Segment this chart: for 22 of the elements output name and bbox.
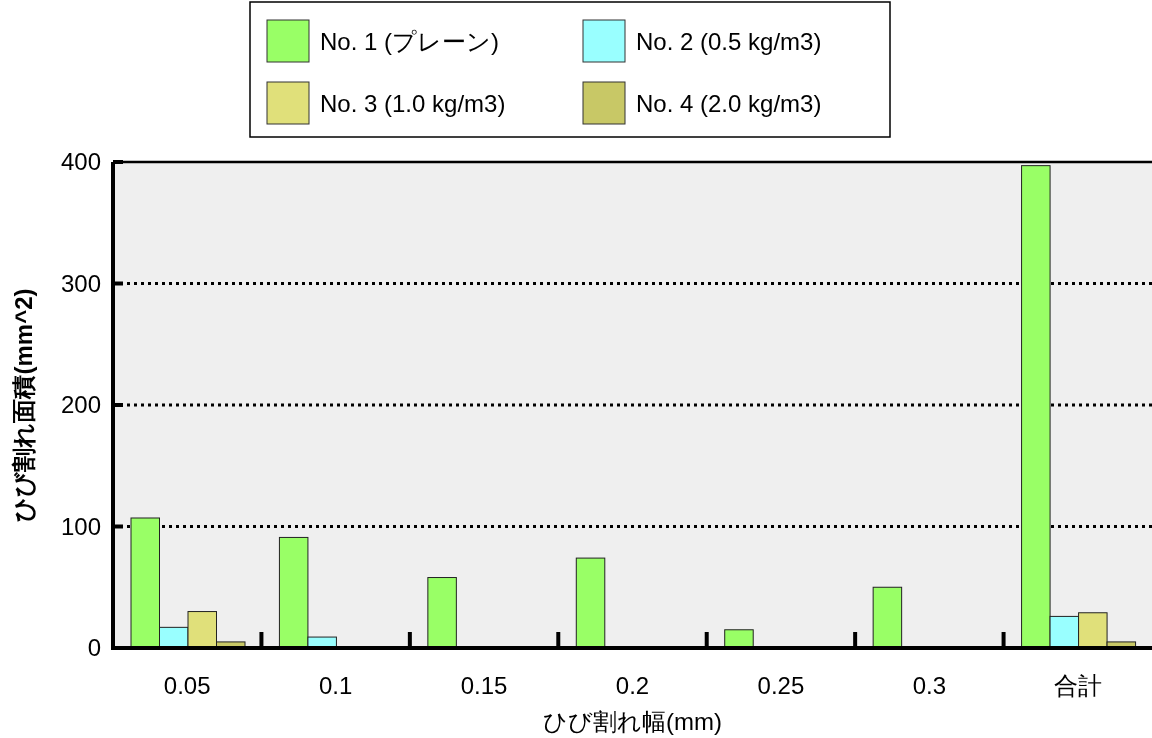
x-tick-label: 0.2 xyxy=(615,672,650,699)
legend-label: No. 2 (0.5 kg/m3) xyxy=(636,28,822,55)
x-tick-label: 0.05 xyxy=(163,672,211,699)
legend-label: No. 3 (1.0 kg/m3) xyxy=(320,90,506,117)
y-axis-title: ひび割れ面積(mm^2) xyxy=(10,288,37,522)
y-tick-label: 200 xyxy=(60,391,101,418)
y-tick-label: 300 xyxy=(60,269,101,297)
bar xyxy=(724,629,754,649)
x-axis-title: ひび割れ幅(mm) xyxy=(543,708,722,735)
x-tick-label: 0.25 xyxy=(757,672,805,699)
x-tick-label: 合計 xyxy=(1053,672,1102,699)
legend-label: No. 1 (プレーン) xyxy=(320,28,500,55)
x-tick-label: 0.1 xyxy=(318,672,353,699)
x-tick-label: 0.3 xyxy=(912,672,947,699)
legend-label: No. 4 (2.0 kg/m3) xyxy=(636,90,822,117)
bar xyxy=(872,586,903,649)
bar xyxy=(575,557,606,649)
bar xyxy=(427,577,457,649)
x-tick-label: 0.15 xyxy=(460,672,508,699)
y-tick-label: 400 xyxy=(60,148,101,175)
y-tick-label: 0 xyxy=(87,634,101,661)
y-tick-label: 100 xyxy=(60,512,101,540)
